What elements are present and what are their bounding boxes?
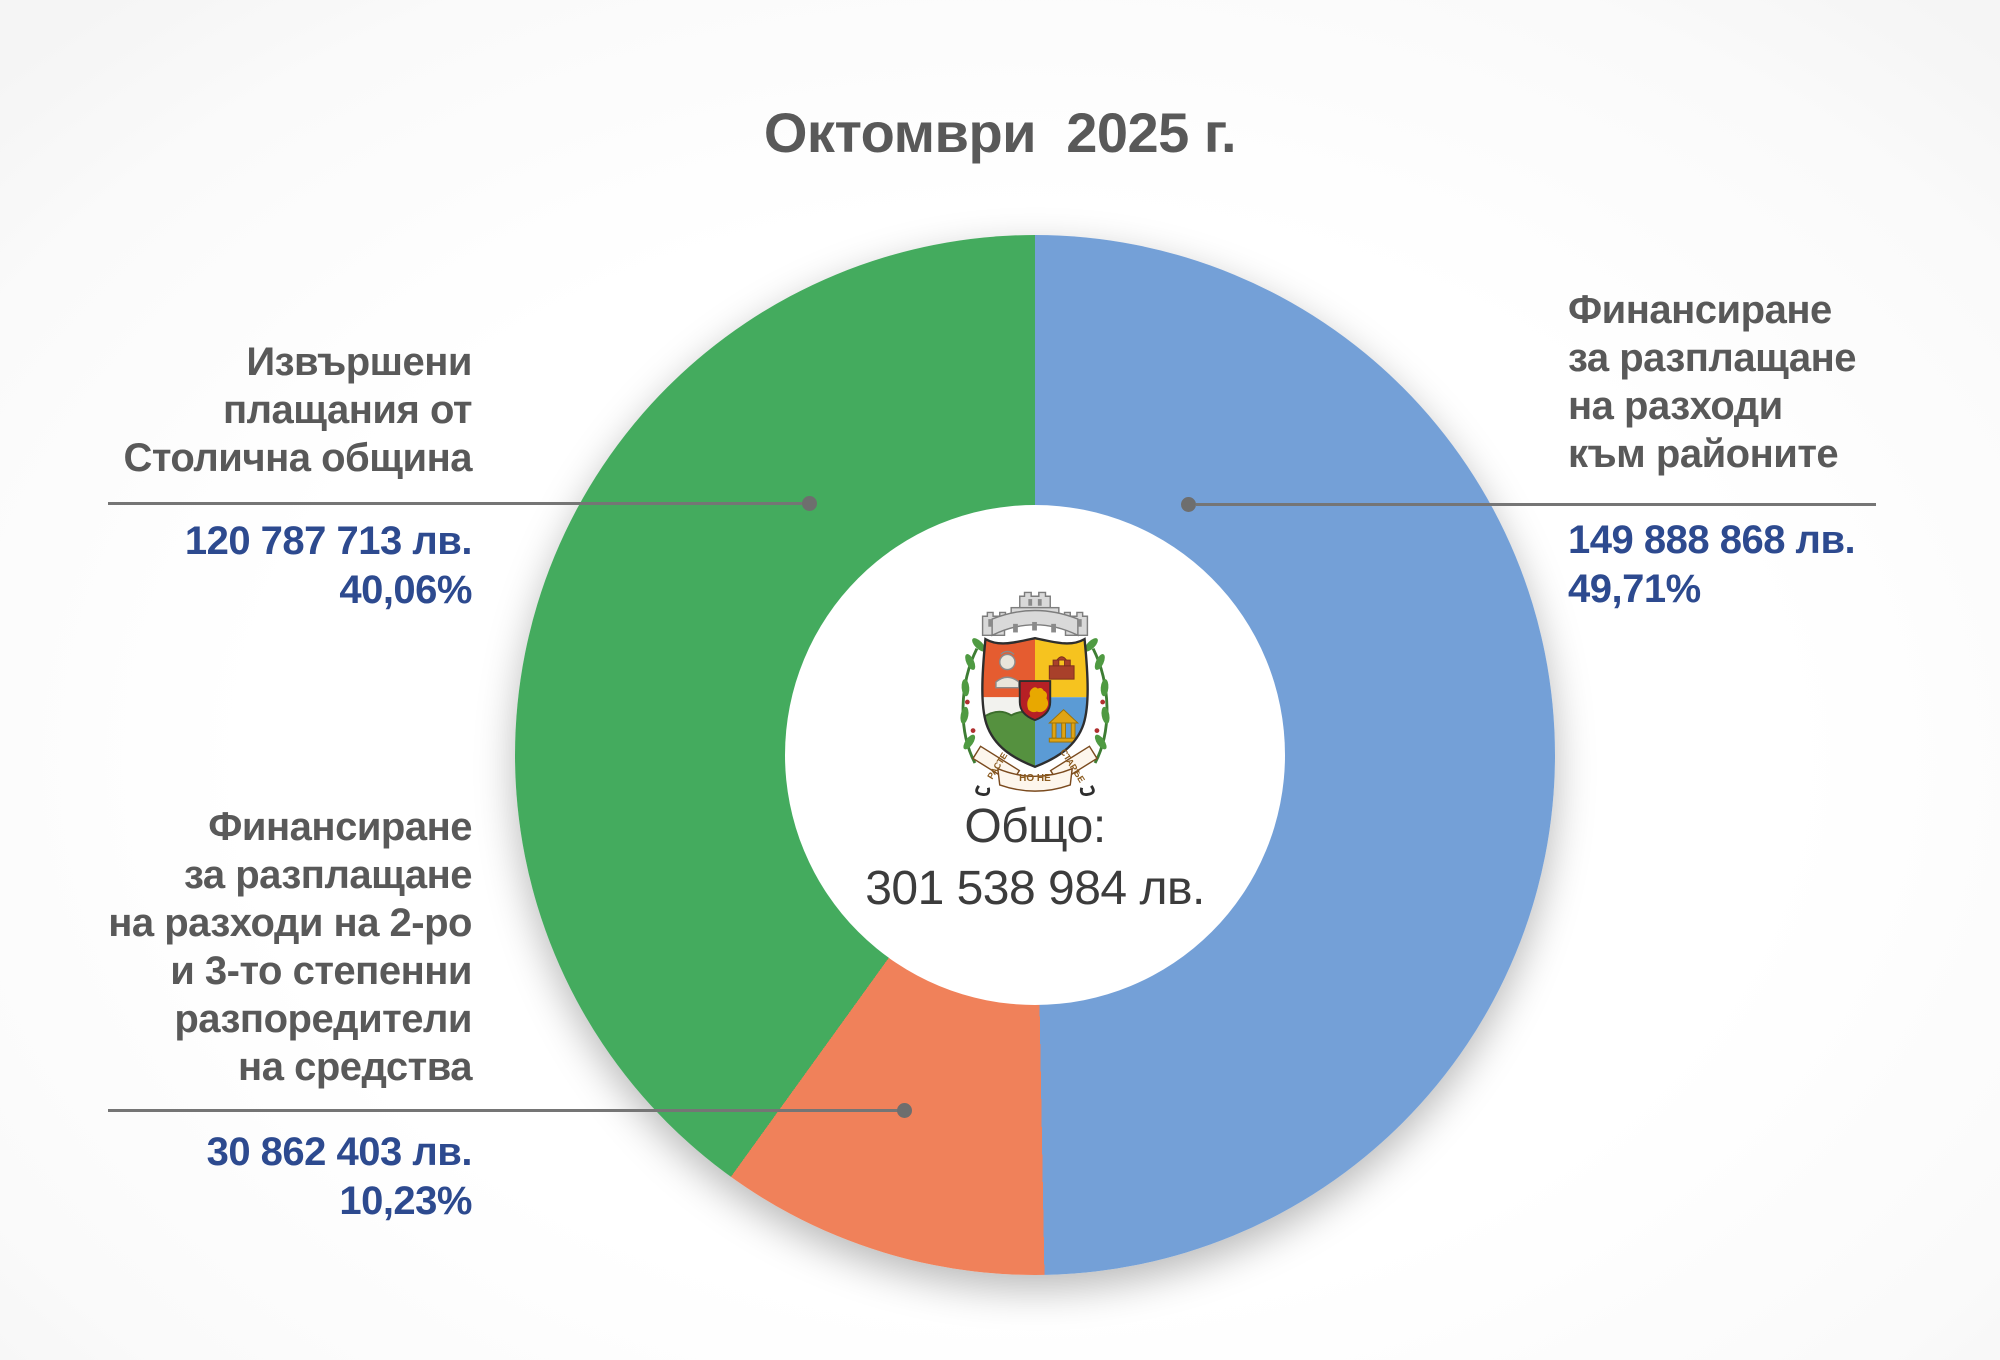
callout-label-line: към районите <box>1568 432 1839 476</box>
callout-values-districts: 149 888 868 лв. 49,71% <box>1568 516 1968 614</box>
callout-label-line: на разходи <box>1568 384 1783 428</box>
total-label: Общо: <box>964 800 1106 853</box>
donut-center-content: РАСТЕ НО НЕ СТАРѢЕ Общо: 301 538 984 лв. <box>795 588 1275 920</box>
callout-value: 30 862 403 лв. <box>206 1130 473 1174</box>
callout-label-districts: Финансиране за разплащане на разходи към… <box>1568 286 1988 478</box>
callout-percent: 40,06% <box>339 568 472 612</box>
callout-label-line: за разплащане <box>1568 336 1856 380</box>
callout-value: 120 787 713 лв. <box>184 519 473 563</box>
callout-label-line: Финансиране <box>208 805 472 849</box>
callout-label-line: Столична община <box>123 436 472 480</box>
leader-dot-districts <box>1181 497 1196 512</box>
callout-label-line: плащания от <box>222 388 473 432</box>
leader-dot-secondary <box>897 1103 912 1118</box>
callout-percent: 10,23% <box>339 1179 472 1223</box>
callout-values-secondary: 30 862 403 лв. 10,23% <box>106 1128 473 1226</box>
callout-label-line: Извършени <box>246 340 472 384</box>
leader-line-districts <box>1196 503 1876 506</box>
sofia-coat-of-arms-icon: РАСТЕ НО НЕ СТАРѢЕ <box>960 591 1110 796</box>
leader-line-secondary <box>108 1109 898 1112</box>
callout-label-sofia-payments: Извършени плащания от Столична община <box>100 338 472 482</box>
coat-motto-center: НО НЕ <box>1019 773 1051 784</box>
callout-label-line: и 3-то степенни <box>170 949 472 993</box>
leader-line-sofia-payments <box>108 502 802 505</box>
callout-values-sofia-payments: 120 787 713 лв. 40,06% <box>106 517 473 615</box>
leader-dot-sofia-payments <box>802 496 817 511</box>
callout-label-line: разпоредители <box>174 997 472 1041</box>
callout-label-line: на разходи на 2-ро <box>108 901 472 945</box>
callout-label-secondary: Финансиране за разплащане на разходи на … <box>100 803 472 1091</box>
callout-label-line: на средства <box>238 1045 472 1089</box>
callout-label-line: за разплащане <box>184 853 472 897</box>
callout-value: 149 888 868 лв. <box>1568 518 1856 562</box>
callout-label-line: Финансиране <box>1568 288 1832 332</box>
page-title: Октомври 2025 г. <box>763 101 1237 164</box>
callout-percent: 49,71% <box>1568 567 1701 611</box>
total-value: 301 538 984 лв. <box>865 862 1205 915</box>
